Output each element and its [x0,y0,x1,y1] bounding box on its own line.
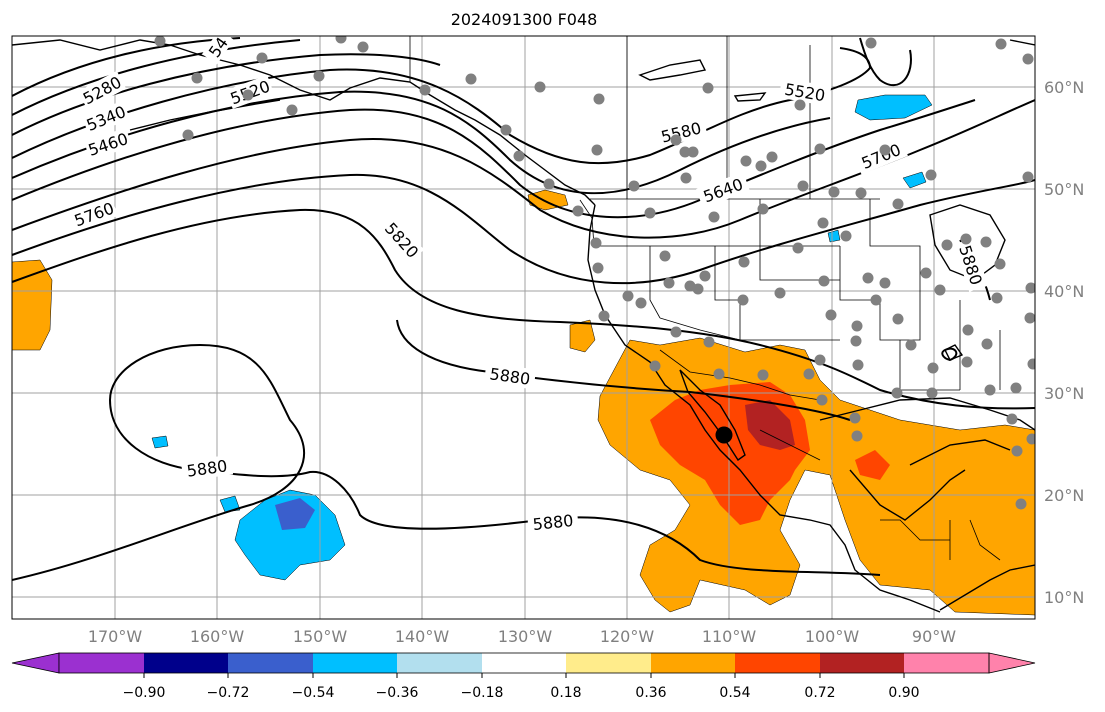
colorbar-swatch [228,653,313,673]
lon-label: 100°W [805,627,860,646]
colorbar-swatch [482,653,566,673]
lat-label: 60°N [1044,78,1084,97]
lat-label: 40°N [1044,282,1084,301]
lon-label: 120°W [600,627,655,646]
negative-anomaly-region-canada [854,94,933,121]
colorbar-tick-label: 0.90 [888,685,919,701]
map-panel: 5280 5340 5460 5520 5760 5820 5880 5880 … [11,35,1036,620]
lat-label: 10°N [1044,588,1084,607]
colorbar-extend-max [988,652,1036,674]
colorbar-tick-label: −0.18 [461,685,504,701]
lon-label: 150°W [293,627,348,646]
colorbar-swatch [397,653,482,673]
positive-anomaly-region-mexico [597,337,1035,616]
colorbar-swatch [566,653,651,673]
negative-anomaly-region-small-2 [827,229,841,243]
negative-anomaly-region-hawaii [151,435,346,581]
colorbar-tick-label: 0.18 [550,685,581,701]
lon-label: 160°W [190,627,245,646]
colorbar-tick-label: 0.54 [719,685,750,701]
colorbar-swatch [735,653,820,673]
map-frame [11,35,1036,620]
lon-label: 140°W [395,627,450,646]
colorbar-tick-label: −0.54 [292,685,335,701]
lat-label: 20°N [1044,486,1084,505]
colorbar-tick-label: −0.72 [207,685,250,701]
lon-label: 90°W [912,627,956,646]
positive-anomaly-region-west [12,259,53,351]
latitude-labels: 60°N 50°N 40°N 30°N 20°N 10°N [1044,78,1084,607]
colorbar-swatch [59,653,144,673]
contour-label-5880-south: 5880 [532,511,574,534]
colorbar-tick-label: 0.72 [804,685,835,701]
lat-label: 30°N [1044,384,1084,403]
station-dots [154,36,1035,510]
lon-label: 170°W [88,627,143,646]
positive-anomaly-region-bc [527,189,569,211]
colorbar: −0.90 −0.72 −0.54 −0.36 −0.18 0.18 0.36 … [11,652,1036,701]
lat-label: 50°N [1044,180,1084,199]
colorbar-tick-label: −0.90 [123,685,166,701]
colorbar-swatch [820,653,904,673]
colorbar-swatch [904,653,989,673]
lon-label: 110°W [702,627,757,646]
lon-label: 130°W [498,627,553,646]
gridlines [12,36,1035,619]
positive-anomaly-region-baja-west [569,319,596,353]
colorbar-swatch [144,653,228,673]
colorbar-tick-label: 0.36 [635,685,666,701]
longitude-labels: 170°W 160°W 150°W 140°W 130°W 120°W 110°… [88,627,956,646]
colorbar-swatch [651,653,735,673]
negative-anomaly-region-small-1 [902,171,927,189]
center-marker [715,426,733,444]
map-title: 2024091300 F048 [451,10,598,29]
colorbar-swatch [313,653,397,673]
colorbar-tick-label: −0.36 [376,685,419,701]
colorbar-extend-min [11,652,60,674]
